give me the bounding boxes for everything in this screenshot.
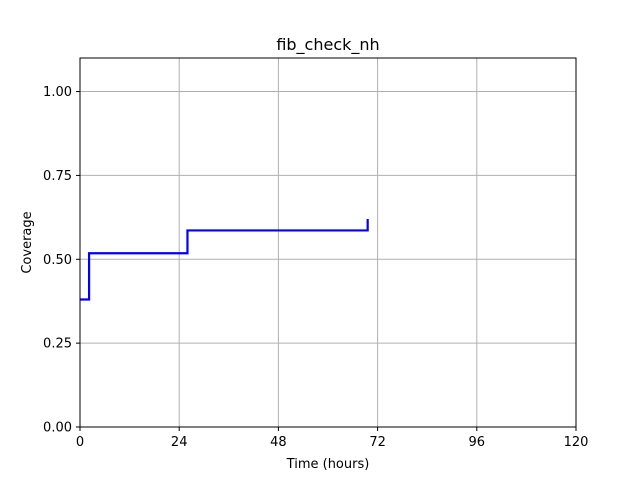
x-tick-label: 24 — [171, 435, 188, 450]
y-axis-label: Coverage — [20, 211, 35, 273]
y-tick-label: 1.00 — [43, 85, 72, 100]
y-tick-label: 0.00 — [43, 421, 72, 436]
y-tick-label: 0.25 — [43, 337, 72, 352]
plot-frame — [79, 57, 577, 428]
x-axis-label: Time (hours) — [286, 457, 370, 472]
x-tick-label: 96 — [469, 435, 486, 450]
series-layer — [80, 219, 369, 301]
series-line — [80, 219, 369, 301]
y-tick-label: 0.75 — [43, 169, 72, 184]
x-tick-label: 0 — [76, 435, 84, 450]
x-tick-label: 72 — [369, 435, 386, 450]
y-tick-label: 0.50 — [43, 253, 72, 268]
chart-title: fib_check_nh — [276, 35, 379, 55]
ticks: 0 24 48 72 96 120 0.00 0.25 0.50 0.75 1.00 — [43, 85, 588, 450]
x-tick-label: 48 — [270, 435, 287, 450]
x-tick-label: 120 — [564, 435, 589, 450]
